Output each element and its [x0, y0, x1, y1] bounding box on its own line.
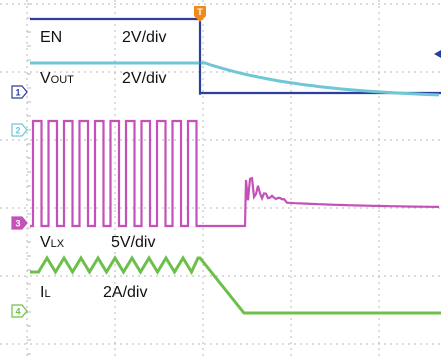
scale-vlx: 5V/div: [111, 234, 155, 251]
trace-il: [30, 255, 441, 315]
channel-marker-1: [11, 85, 28, 99]
scale-vout: 2V/div: [122, 70, 166, 87]
label-vlx-sub: LX: [51, 238, 65, 250]
offscreen-arrow-icon: [434, 50, 441, 58]
channel-marker-label: 1: [15, 88, 20, 98]
channel-markers: T 1 2 3 4: [11, 6, 441, 318]
channel-marker-label: 3: [15, 219, 20, 229]
label-vout-sub: OUT: [51, 74, 75, 86]
trace-vout: [30, 61, 440, 97]
trigger-marker: [194, 6, 206, 22]
label-en: EN: [40, 29, 62, 46]
channel-marker-label: 4: [15, 307, 20, 317]
label-vout-main: V: [40, 70, 51, 87]
channel-marker-3: [11, 216, 28, 230]
scale-en: 2V/div: [122, 29, 166, 46]
channel-marker-label: 2: [15, 126, 20, 136]
label-vlx: VLX: [40, 234, 65, 251]
trigger-marker-label: T: [197, 7, 203, 17]
trace-vlx: [30, 119, 440, 228]
label-vlx-main: V: [40, 234, 51, 251]
traces: [30, 12, 441, 315]
label-vout: VOUT: [40, 70, 74, 87]
channel-marker-2: [11, 123, 28, 137]
channel-marker-4: [11, 304, 28, 318]
scale-il: 2A/div: [103, 284, 147, 301]
label-il: IL: [40, 284, 51, 301]
label-il-main: I: [40, 284, 44, 301]
label-il-sub: L: [44, 288, 50, 300]
